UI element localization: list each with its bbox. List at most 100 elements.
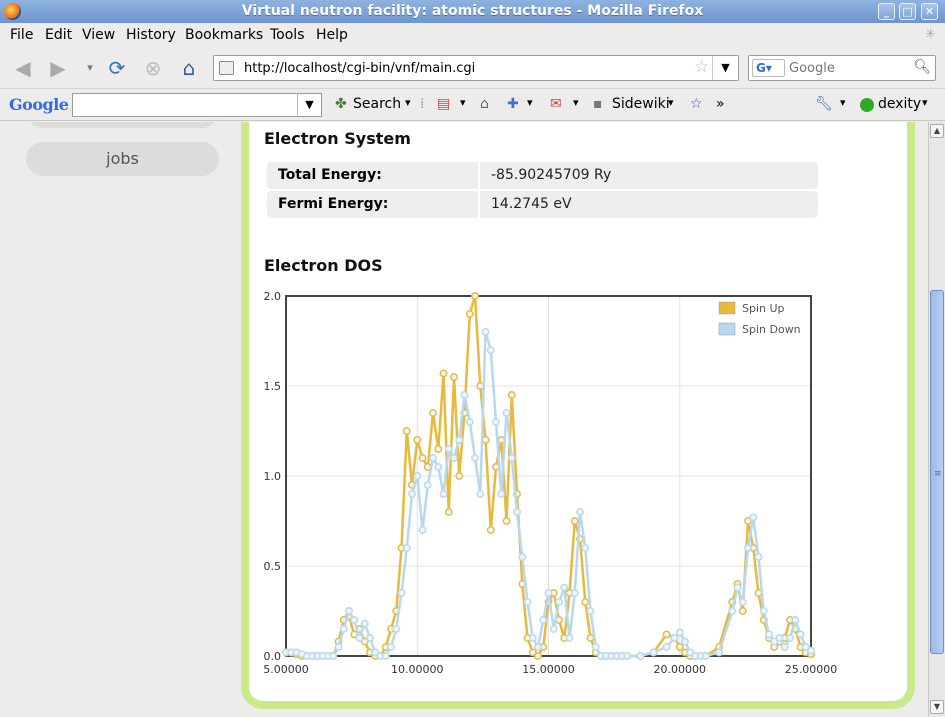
electron-system-heading: Electron System bbox=[264, 129, 411, 148]
data-point bbox=[539, 616, 548, 624]
pagerank-icon[interactable]: ▤ bbox=[437, 96, 451, 112]
user-account-button[interactable]: dexity bbox=[878, 96, 922, 112]
mail-dropdown-icon[interactable]: ▾ bbox=[573, 96, 579, 109]
more-chevron-icon[interactable]: » bbox=[716, 96, 725, 112]
star-icon[interactable]: ☆ bbox=[690, 96, 703, 112]
data-point bbox=[492, 418, 500, 426]
fermi-energy-label: Fermi Energy: bbox=[278, 196, 389, 212]
data-point bbox=[770, 637, 779, 646]
wrench-dropdown-icon[interactable]: ▾ bbox=[840, 96, 846, 109]
wrench-icon[interactable]: 🔧︎ bbox=[815, 96, 833, 112]
menu-bookmarks[interactable]: Bookmarks bbox=[185, 27, 264, 43]
menu-view[interactable]: View bbox=[82, 27, 116, 43]
data-point bbox=[397, 589, 406, 597]
data-point bbox=[744, 544, 752, 552]
data-point bbox=[486, 526, 495, 534]
back-button[interactable]: ◀ bbox=[15, 56, 31, 80]
data-point bbox=[534, 652, 542, 660]
scroll-up-arrow-icon[interactable]: ▲ bbox=[930, 124, 944, 138]
data-point bbox=[775, 634, 784, 642]
bank-icon[interactable]: ⌂ bbox=[480, 96, 489, 112]
sidewiki-icon: ▪ bbox=[593, 96, 603, 112]
url-bar[interactable]: ☆ ▼ bbox=[213, 55, 739, 81]
navigation-toolbar: ◀ ▶ ▾ ⟳ ⊗ ⌂ ☆ ▼ G▾ 🔍︎ bbox=[0, 47, 945, 89]
search-input[interactable] bbox=[789, 59, 914, 77]
data-point bbox=[507, 391, 516, 399]
menu-file[interactable]: File bbox=[10, 27, 34, 43]
search-engine-button[interactable]: G▾ bbox=[752, 59, 785, 77]
scroll-down-arrow-icon[interactable]: ▼ bbox=[930, 700, 944, 714]
sidewiki-dropdown-icon[interactable]: ▾ bbox=[668, 96, 674, 109]
y-tick-label: 1.0 bbox=[264, 470, 282, 483]
stop-button[interactable]: ⊗ bbox=[144, 56, 162, 80]
sidebar-item-hidden[interactable] bbox=[26, 122, 219, 128]
y-tick-label: 1.5 bbox=[264, 380, 282, 393]
data-point bbox=[649, 648, 658, 657]
sidewiki-button[interactable]: Sidewiki bbox=[612, 96, 670, 112]
y-tick-label: 0.0 bbox=[264, 650, 282, 663]
google-search-icon: ✤ bbox=[335, 96, 347, 112]
data-point bbox=[360, 637, 369, 646]
close-button[interactable]: ✕ bbox=[921, 3, 938, 20]
google-search-dropdown-icon[interactable]: ▼ bbox=[297, 94, 321, 116]
forward-button[interactable]: ▶ bbox=[50, 56, 66, 80]
history-dropdown-icon[interactable]: ▾ bbox=[87, 61, 93, 74]
google-logo-text: Google bbox=[9, 95, 69, 114]
data-point bbox=[670, 634, 679, 642]
google-search-button[interactable]: Search bbox=[353, 96, 402, 112]
maximize-button[interactable]: □ bbox=[899, 3, 916, 20]
home-button[interactable]: ⌂ bbox=[182, 56, 196, 80]
url-input[interactable] bbox=[244, 58, 684, 78]
plot-frame bbox=[285, 295, 812, 657]
data-point bbox=[402, 427, 411, 435]
data-point bbox=[507, 454, 516, 462]
search-engine-label: G bbox=[756, 61, 766, 75]
data-point bbox=[486, 346, 495, 354]
data-point bbox=[738, 598, 747, 606]
page-viewport: jobs Electron System Total Energy: -85.9… bbox=[0, 122, 928, 717]
data-point bbox=[460, 391, 469, 399]
plus-dropdown-icon[interactable]: ▾ bbox=[527, 96, 533, 109]
table-row: Total Energy: -85.90245709 Ry bbox=[267, 162, 818, 189]
legend-swatch bbox=[718, 322, 736, 336]
data-point bbox=[565, 634, 574, 642]
reload-button[interactable]: ⟳ bbox=[108, 56, 126, 80]
search-go-icon[interactable]: 🔍︎ bbox=[913, 59, 931, 75]
url-dropdown-icon[interactable]: ▼ bbox=[712, 56, 738, 80]
data-point bbox=[455, 472, 464, 480]
search-dropdown-icon[interactable]: ▾ bbox=[405, 96, 411, 109]
data-point bbox=[423, 481, 432, 489]
vertical-scrollbar[interactable]: ▲ ≡ ▼ bbox=[928, 122, 945, 717]
bookmark-star-icon[interactable]: ☆ bbox=[694, 57, 710, 77]
data-point bbox=[807, 646, 815, 655]
scroll-thumb[interactable]: ≡ bbox=[930, 290, 944, 654]
google-search-field[interactable]: ▼ bbox=[72, 93, 322, 117]
menu-help[interactable]: Help bbox=[316, 27, 348, 43]
sidebar-item-jobs[interactable]: jobs bbox=[26, 142, 219, 176]
data-point bbox=[801, 643, 810, 651]
data-point bbox=[465, 310, 474, 318]
search-box[interactable]: G▾ 🔍︎ bbox=[748, 55, 936, 81]
data-point bbox=[738, 607, 747, 615]
menu-tools[interactable]: Tools bbox=[270, 27, 305, 43]
data-point bbox=[444, 508, 453, 516]
electron-dos-heading: Electron DOS bbox=[264, 256, 383, 275]
y-tick-label: 2.0 bbox=[264, 292, 282, 303]
plus-icon[interactable]: ✚ bbox=[507, 96, 519, 112]
firefox-icon bbox=[4, 3, 21, 20]
mail-icon[interactable]: ✉ bbox=[550, 96, 562, 112]
cell-divider bbox=[478, 162, 480, 189]
google-logo: Google bbox=[9, 95, 69, 114]
data-point bbox=[387, 643, 395, 651]
menu-edit[interactable]: Edit bbox=[45, 27, 73, 43]
menu-bar: File Edit View History Bookmarks Tools H… bbox=[0, 23, 945, 47]
pagerank-dropdown-icon[interactable]: ▾ bbox=[460, 96, 466, 109]
minimize-button[interactable]: _ bbox=[878, 3, 895, 20]
menu-history[interactable]: History bbox=[126, 27, 176, 43]
data-point bbox=[754, 553, 763, 561]
x-tick-label: 25.00000 bbox=[785, 663, 838, 676]
user-dropdown-icon[interactable]: ▾ bbox=[922, 96, 928, 109]
data-point bbox=[523, 598, 532, 606]
data-point bbox=[471, 454, 479, 462]
data-point bbox=[586, 634, 595, 642]
